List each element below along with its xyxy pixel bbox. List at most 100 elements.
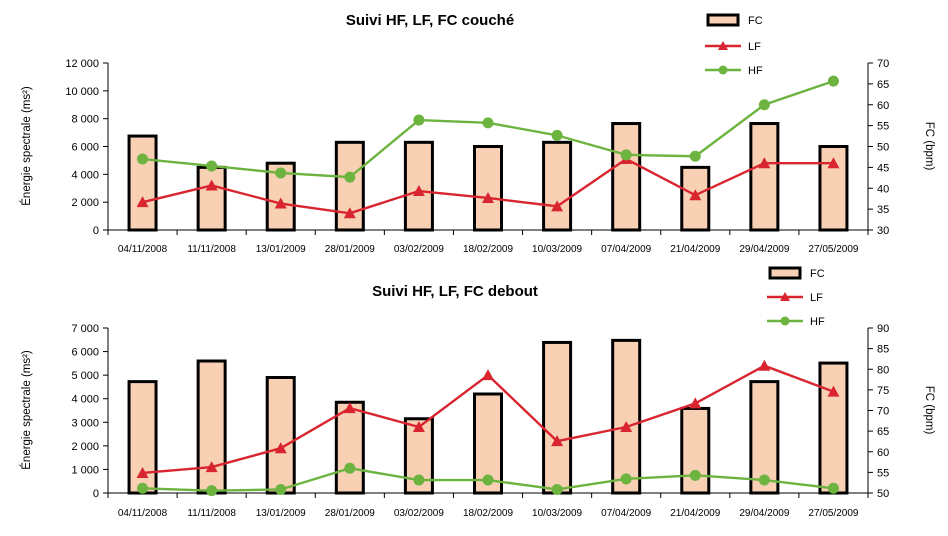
right-tick-label: 65 bbox=[877, 426, 889, 438]
point-lf bbox=[689, 397, 702, 409]
left-tick-label: 2 000 bbox=[71, 441, 99, 453]
right-tick-label: 85 bbox=[877, 344, 889, 356]
left-tick-label: 3 000 bbox=[71, 417, 99, 429]
point-hf bbox=[206, 485, 218, 497]
right-tick-label: 60 bbox=[877, 100, 889, 112]
point-hf bbox=[482, 474, 494, 486]
x-tick-label: 28/01/2009 bbox=[325, 244, 375, 255]
bar-fc bbox=[818, 361, 849, 495]
bar-fc bbox=[542, 340, 573, 495]
x-tick-label: 18/02/2009 bbox=[463, 508, 513, 519]
x-tick-label: 21/04/2009 bbox=[670, 508, 720, 519]
bar-fc bbox=[611, 122, 642, 232]
point-hf bbox=[137, 482, 149, 494]
point-hf bbox=[689, 469, 701, 481]
right-tick-label: 70 bbox=[877, 406, 889, 418]
left-tick-label: 8 000 bbox=[71, 114, 99, 126]
point-lf bbox=[620, 421, 633, 432]
bar-fc bbox=[473, 145, 503, 232]
legend-label: LF bbox=[810, 292, 823, 304]
right-tick-label: 60 bbox=[877, 447, 889, 459]
x-tick-label: 03/02/2009 bbox=[394, 508, 444, 519]
point-hf bbox=[482, 117, 494, 129]
chart-title: Suivi HF, LF, FC couché bbox=[346, 12, 514, 29]
legend: FC LF HF bbox=[705, 13, 763, 77]
point-lf bbox=[205, 179, 218, 191]
right-tick-label: 40 bbox=[877, 183, 889, 195]
left-tick-label: 7 000 bbox=[71, 323, 99, 335]
x-tick-label: 27/05/2009 bbox=[808, 508, 858, 519]
x-tick-label: 04/11/2008 bbox=[118, 244, 168, 255]
point-hf bbox=[689, 150, 701, 162]
x-tick-label: 10/03/2009 bbox=[532, 244, 582, 255]
left-tick-label: 2 000 bbox=[71, 197, 99, 209]
legend-label: FC bbox=[810, 268, 825, 280]
point-lf bbox=[551, 200, 564, 212]
point-lf bbox=[827, 157, 840, 169]
left-tick-label: 4 000 bbox=[71, 169, 99, 181]
point-hf bbox=[827, 482, 839, 494]
point-lf bbox=[205, 461, 218, 473]
x-tick-label: 13/01/2009 bbox=[256, 244, 306, 255]
x-tick-label: 18/02/2009 bbox=[463, 244, 513, 255]
legend-label: LF bbox=[748, 41, 761, 53]
chart-panel-2: Suivi HF, LF, FC debout 0 1 000 2 000 3 000 4… bbox=[20, 266, 935, 519]
legend-marker-hf bbox=[780, 316, 790, 326]
left-tick-label: 10 000 bbox=[65, 86, 99, 98]
y-axis-right-label: FC (bpm) bbox=[923, 386, 935, 435]
x-tick-label: 04/11/2008 bbox=[118, 508, 168, 519]
right-tick-label: 50 bbox=[877, 488, 889, 500]
legend-marker-hf bbox=[718, 65, 728, 75]
point-lf bbox=[482, 369, 494, 381]
left-tick-label: 4 000 bbox=[71, 394, 99, 406]
legend: FC LF HF bbox=[767, 266, 825, 328]
bar-fc bbox=[196, 359, 227, 495]
x-tick-label: 07/04/2009 bbox=[601, 244, 651, 255]
point-lf bbox=[412, 421, 425, 432]
point-lf bbox=[412, 185, 425, 197]
point-hf bbox=[551, 483, 563, 495]
point-hf bbox=[344, 171, 356, 183]
bar-fc bbox=[265, 376, 296, 495]
left-tick-label: 12 000 bbox=[65, 58, 99, 70]
x-tick-label: 10/03/2009 bbox=[532, 508, 582, 519]
right-tick-label: 45 bbox=[877, 162, 889, 174]
right-tick-label: 55 bbox=[877, 467, 889, 479]
point-hf bbox=[551, 129, 563, 141]
x-tick-label: 21/04/2009 bbox=[670, 244, 720, 255]
legend-label: HF bbox=[810, 316, 825, 328]
right-tick-label: 30 bbox=[877, 225, 889, 237]
right-tick-label: 90 bbox=[877, 323, 889, 335]
left-tick-label: 0 bbox=[93, 225, 99, 237]
bar-fc bbox=[196, 165, 227, 232]
y-axis-right-label: FC (bpm) bbox=[923, 122, 935, 171]
point-hf bbox=[413, 474, 425, 486]
left-tick-label: 6 000 bbox=[71, 142, 99, 154]
right-tick-label: 65 bbox=[877, 79, 889, 91]
point-lf bbox=[758, 359, 771, 371]
point-lf bbox=[827, 385, 840, 397]
bar-fc bbox=[334, 400, 365, 495]
point-hf bbox=[137, 153, 149, 165]
point-hf bbox=[758, 474, 770, 486]
point-lf bbox=[274, 442, 287, 454]
point-lf bbox=[136, 466, 149, 478]
x-tick-label: 29/04/2009 bbox=[739, 244, 789, 255]
y-axis-label: Énergie spectrale (ms²) bbox=[20, 86, 33, 206]
y-axis-label: Énergie spectrale (ms²) bbox=[20, 350, 33, 470]
legend-label: HF bbox=[748, 65, 763, 77]
chart-panel-1: Suivi HF, LF, FC couché 0 2 000 4 000 6 000 8… bbox=[20, 12, 935, 255]
point-hf bbox=[344, 462, 356, 474]
legend-marker-lf bbox=[718, 41, 728, 50]
x-tick-label: 29/04/2009 bbox=[739, 508, 789, 519]
left-tick-label: 6 000 bbox=[71, 347, 99, 359]
x-tick-label: 07/04/2009 bbox=[601, 508, 651, 519]
point-hf bbox=[620, 149, 632, 161]
left-tick-label: 1 000 bbox=[71, 464, 99, 476]
x-tick-label: 03/02/2009 bbox=[394, 244, 444, 255]
chart-title: Suivi HF, LF, FC debout bbox=[372, 283, 538, 300]
legend-swatch-fc bbox=[706, 13, 740, 27]
point-lf bbox=[274, 197, 287, 209]
bar-fc bbox=[473, 392, 503, 495]
